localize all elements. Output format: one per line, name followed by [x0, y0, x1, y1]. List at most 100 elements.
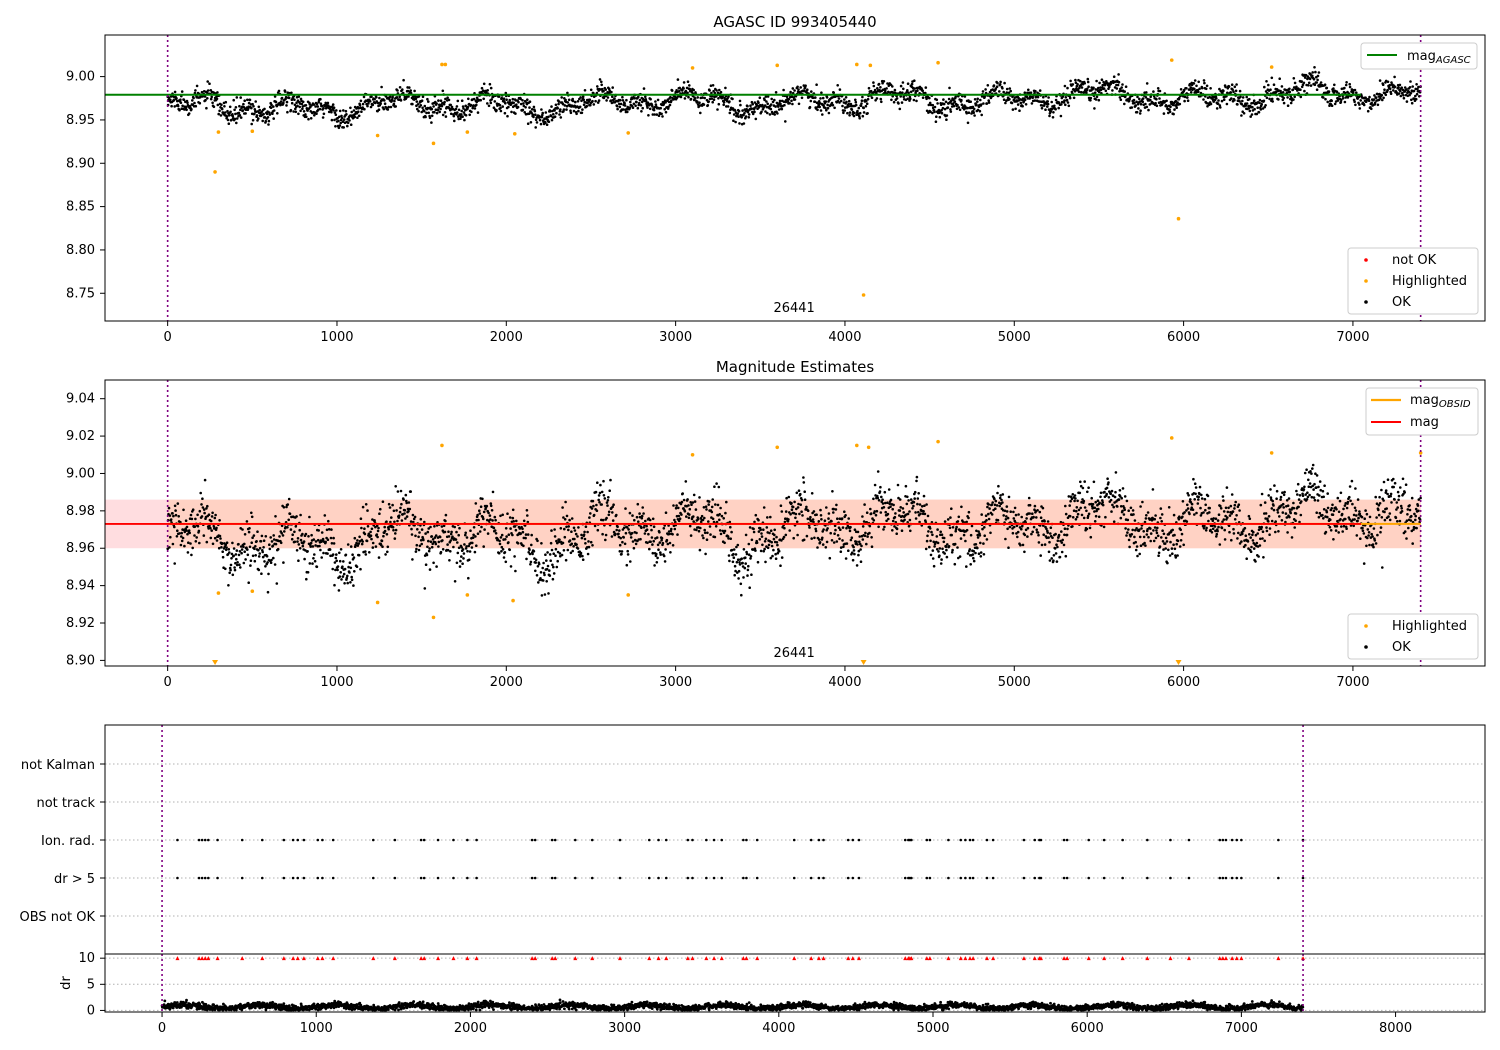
ok-point: [535, 574, 539, 577]
ok-point: [732, 119, 735, 122]
ok-point: [250, 122, 253, 126]
ok-point: [511, 516, 515, 520]
ok-point: [498, 542, 502, 546]
ok-point: [870, 536, 873, 539]
ok-point: [836, 517, 839, 520]
ok-point: [338, 115, 341, 119]
ok-point: [435, 565, 438, 568]
ok-point: [563, 535, 567, 539]
ok-point: [965, 520, 968, 524]
ok-point: [832, 541, 836, 544]
ok-point: [797, 88, 800, 91]
ok-point: [227, 548, 231, 551]
ok-point: [598, 501, 601, 504]
ok-point: [1069, 79, 1072, 83]
ok-point: [893, 515, 897, 519]
ok-point: [376, 529, 380, 533]
ok-point: [779, 504, 783, 508]
ok-point: [1069, 499, 1072, 503]
ok-point: [838, 88, 842, 91]
ok-point: [1120, 86, 1123, 89]
ok-point: [172, 98, 176, 102]
ok-point: [1115, 87, 1119, 90]
ok-point: [730, 548, 734, 552]
ok-point: [390, 516, 393, 519]
ok-point: [267, 123, 270, 126]
ok-point: [207, 513, 211, 516]
ok-point: [668, 541, 672, 545]
ok-point: [742, 122, 746, 125]
ok-point: [885, 87, 888, 90]
ok-point: [293, 98, 296, 101]
ok-point: [912, 500, 916, 504]
ok-point: [1217, 99, 1220, 102]
ok-point: [620, 552, 623, 556]
ok-point: [669, 551, 672, 554]
ok-point: [793, 89, 796, 92]
ok-point: [848, 529, 852, 533]
ok-point: [387, 502, 391, 506]
ok-point: [1117, 80, 1121, 84]
ok-point: [628, 106, 632, 109]
ok-point: [732, 556, 736, 559]
ok-point: [790, 501, 793, 505]
ok-point: [239, 108, 242, 112]
ok-point: [1014, 107, 1017, 111]
ok-point: [482, 82, 486, 86]
ok-point: [1362, 103, 1366, 107]
ok-point: [1376, 103, 1380, 107]
ok-point: [658, 541, 662, 544]
ok-point: [765, 526, 769, 529]
ok-point: [475, 544, 478, 547]
agasc-reference-lines: [105, 35, 1422, 321]
ok-point: [224, 111, 227, 114]
ok-point: [269, 536, 273, 539]
ok-point: [534, 113, 537, 116]
ok-point: [1200, 86, 1204, 90]
ok-point: [585, 104, 589, 108]
ok-point: [772, 548, 775, 552]
ok-point: [217, 112, 220, 116]
ok-point: [1118, 96, 1122, 99]
ok-point: [485, 504, 489, 508]
ok-point: [636, 106, 640, 110]
highlighted-point: [868, 63, 873, 68]
ok-point: [1020, 515, 1023, 519]
highlighted-point: [690, 66, 695, 70]
ok-point: [231, 573, 235, 577]
x-tick-label: 5000: [998, 330, 1031, 345]
ok-point: [349, 123, 353, 126]
ok-point: [992, 84, 996, 87]
ok-point: [818, 105, 821, 109]
ok-point: [474, 535, 477, 538]
ok-point: [332, 536, 335, 540]
ok-point: [909, 498, 913, 501]
ok-point: [759, 528, 762, 532]
ok-point: [529, 121, 533, 124]
ok-point: [908, 518, 912, 522]
ok-point: [200, 503, 203, 506]
ok-point: [505, 98, 508, 101]
ok-point: [915, 475, 919, 479]
ok-point: [173, 562, 176, 565]
ok-point: [616, 107, 619, 111]
ok-point: [881, 81, 884, 85]
ok-point: [315, 112, 318, 115]
ok-point: [677, 514, 681, 518]
ok-point: [482, 517, 485, 521]
ok-point: [584, 542, 587, 545]
highlighted-point: [1176, 216, 1181, 221]
ok-point: [891, 85, 894, 88]
ok-point: [967, 111, 971, 114]
ok-point: [1386, 88, 1389, 92]
ok-point: [515, 103, 518, 106]
ok-point: [600, 80, 603, 84]
ok-point: [489, 504, 493, 508]
ok-point: [383, 99, 386, 102]
ok-point: [177, 515, 180, 518]
ok-point: [349, 581, 352, 584]
ok-point: [629, 560, 632, 563]
ok-point: [710, 91, 713, 95]
ok-point: [944, 100, 948, 104]
ok-point: [880, 495, 883, 499]
